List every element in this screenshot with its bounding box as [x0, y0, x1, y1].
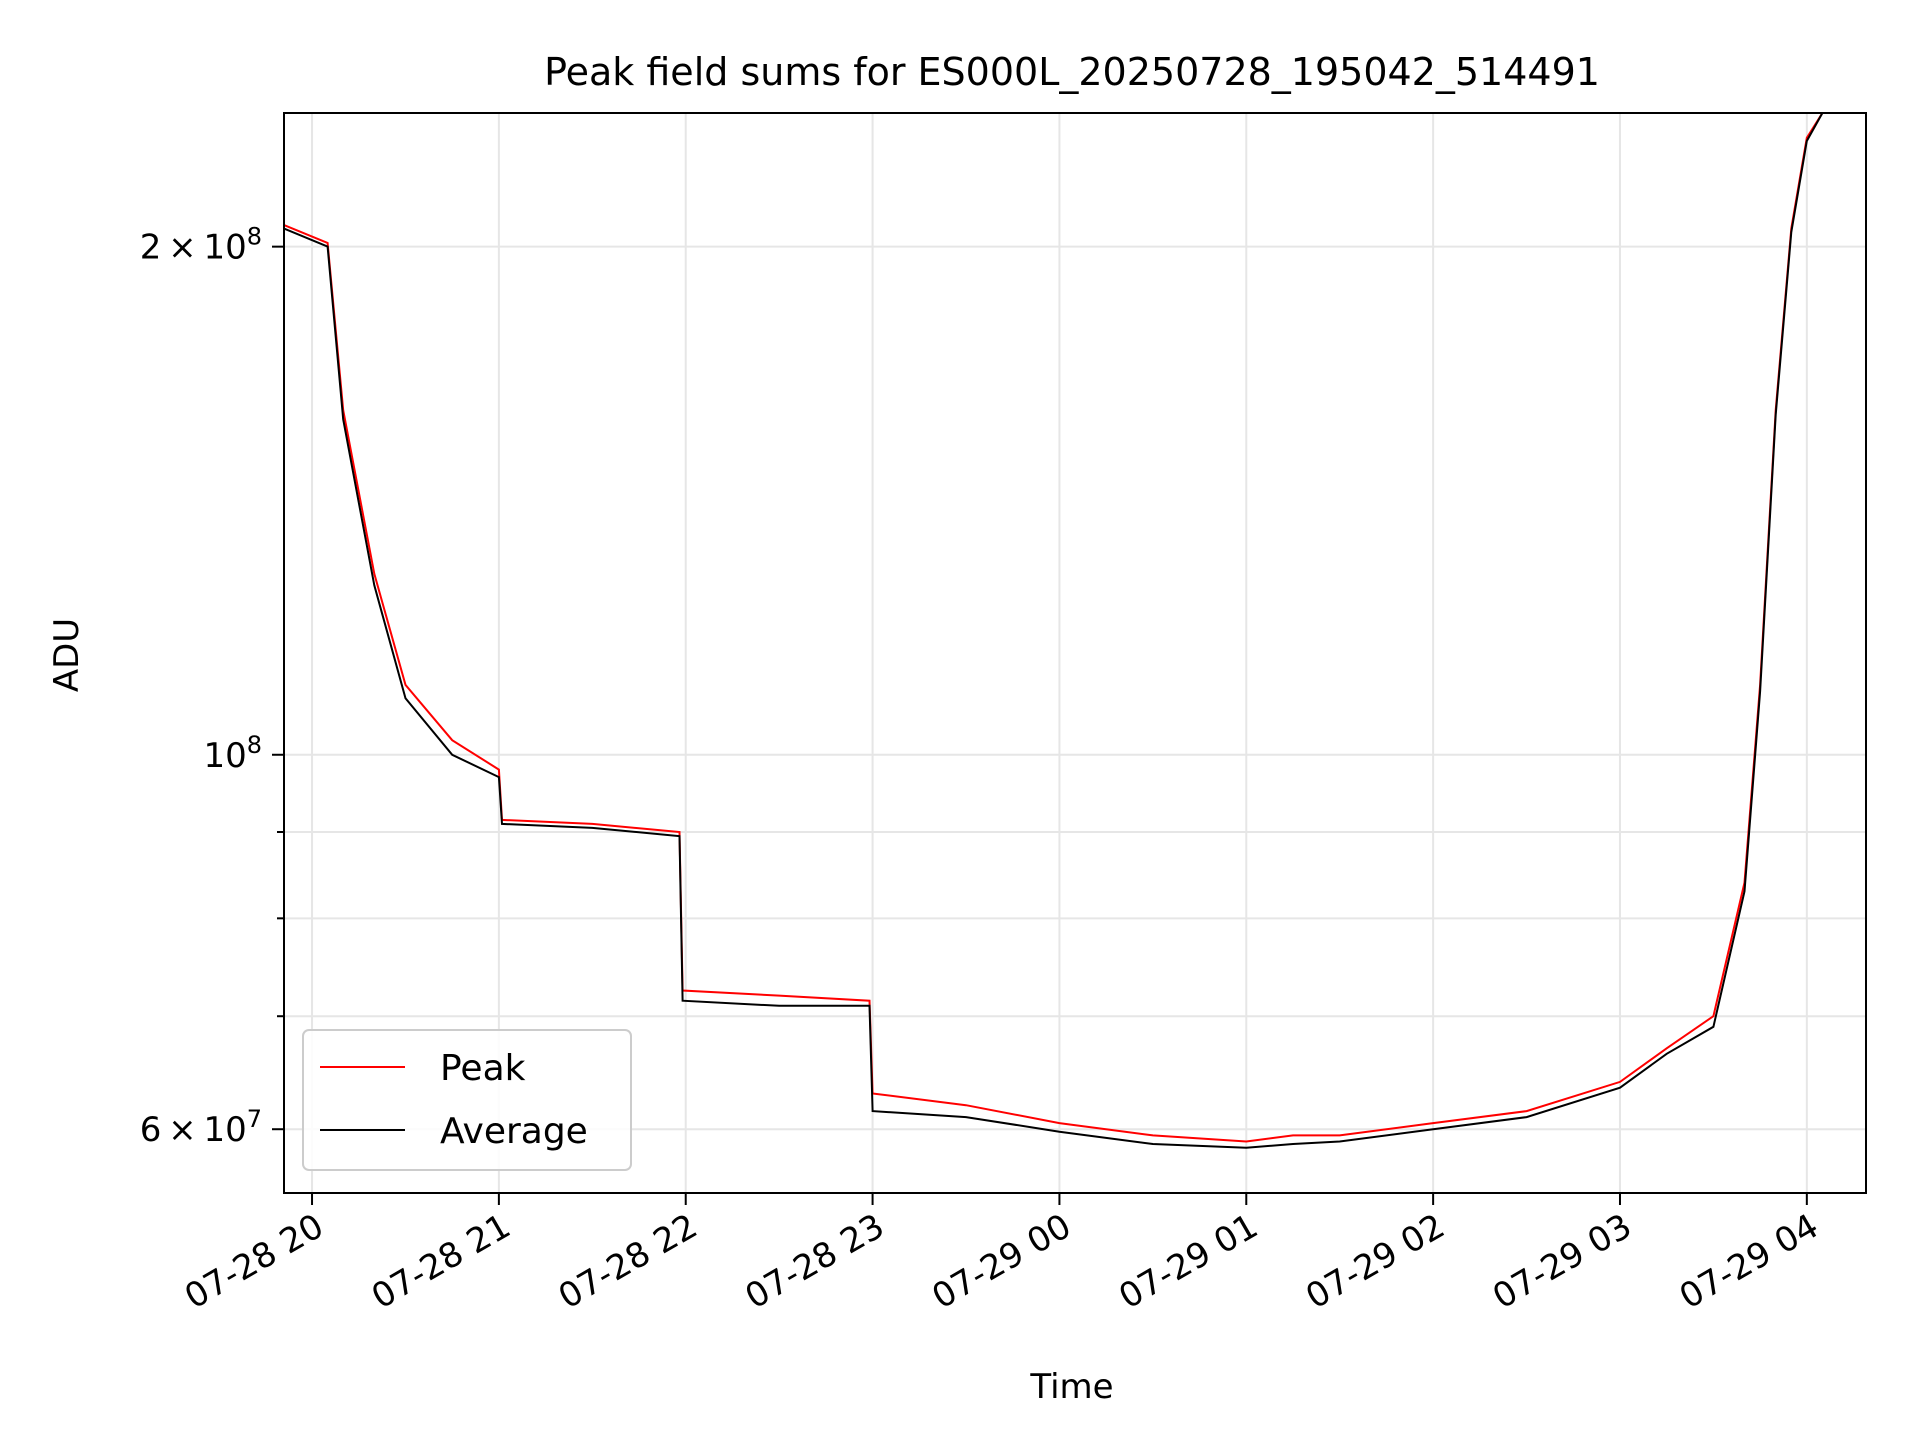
- y-tick-label: 6 × 107: [140, 1105, 262, 1150]
- y-axis: 6 × 107 108 2 × 108: [140, 223, 284, 1150]
- grid: [284, 113, 1866, 1193]
- series-line-average: [284, 113, 1824, 1149]
- legend-label-average: Average: [440, 1111, 588, 1152]
- legend-label-peak: Peak: [440, 1048, 526, 1089]
- legend-box: [302, 1029, 632, 1171]
- y-tick-label: 2 × 108: [140, 223, 262, 268]
- legend: Peak Average: [302, 1029, 632, 1171]
- series-layer: [284, 113, 1824, 1149]
- plot-frame: [283, 112, 1867, 1194]
- chart-title: Peak field sums for ES000L_20250728_1950…: [544, 50, 1600, 94]
- y-axis-label: ADU: [47, 618, 87, 692]
- y-tick-label: 108: [203, 731, 262, 776]
- x-axis-label: Time: [1029, 1367, 1113, 1407]
